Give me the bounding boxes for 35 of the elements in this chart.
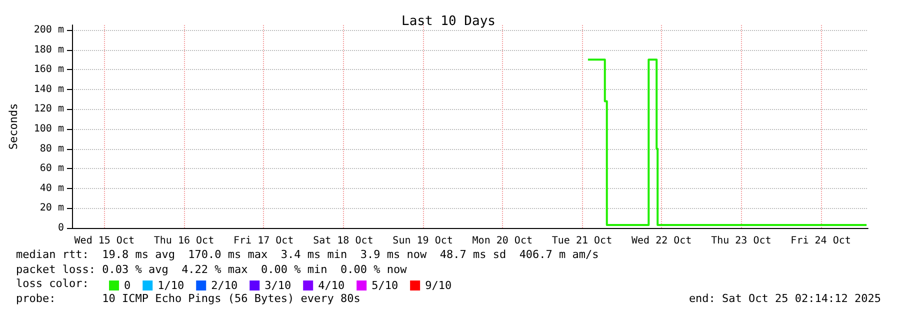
text: end: Sat Oct 25 02:14:12 2025 <box>688 292 881 304</box>
text: median rtt: 19.8 ms avg 170.0 ms max 3.4 ms min 3.9 ms now 48.7 ms sd 406.7 m am/s <box>16 248 599 261</box>
y-tick-label: 120 m <box>34 104 64 115</box>
y-tick-label: 180 m <box>34 44 64 56</box>
legend-label: 5/10 <box>372 279 398 292</box>
legend-label: 3/10 <box>264 279 292 292</box>
x-tick-label: Sun 19 Oct <box>392 236 453 246</box>
y-tick-label: 140 m <box>34 84 64 95</box>
y-axis-title: Seconds <box>7 103 20 150</box>
y-tick-label: 80 m <box>40 143 64 154</box>
text: packet loss: 0.03 % avg 4.22 % max 0.00 % min 0.00 % now <box>16 262 407 276</box>
y-tick-label: 160 m <box>34 64 64 76</box>
legend-label: 1/10 <box>158 279 184 292</box>
x-tick-label: Wed 22 Oct <box>631 236 692 246</box>
x-tick-label: Thu 16 Oct <box>154 236 214 246</box>
y-tick-label: 20 m <box>40 202 64 214</box>
y-tick-label: 40 m <box>40 182 64 194</box>
legend-label: 0 <box>124 279 131 292</box>
x-tick-label: Thu 23 Oct <box>711 236 772 246</box>
y-tick-label: 60 m <box>40 163 64 174</box>
legend-label: 9/10 <box>425 279 452 292</box>
text: probe: 10 ICMP Echo Pings (56 Bytes) every 80s <box>16 292 360 304</box>
text: loss color: <box>16 277 89 290</box>
x-tick-label: Wed 15 Oct <box>74 236 134 246</box>
y-tick-label: 100 m <box>34 123 64 134</box>
x-tick-label: Sat 18 Oct <box>313 236 374 246</box>
x-tick-label: Fri 24 Oct <box>790 236 851 246</box>
y-tick-label: 0 <box>58 222 64 234</box>
chart-title: Last 10 Days <box>402 14 496 29</box>
x-tick-label: Mon 20 Oct <box>472 236 532 246</box>
x-tick-label: Fri 17 Oct <box>233 236 294 246</box>
x-tick-label: Tue 21 Oct <box>552 236 612 246</box>
y-tick-label: 200 m <box>34 24 64 36</box>
legend-label: 2/10 <box>211 279 238 292</box>
legend-label: 4/10 <box>318 279 345 292</box>
